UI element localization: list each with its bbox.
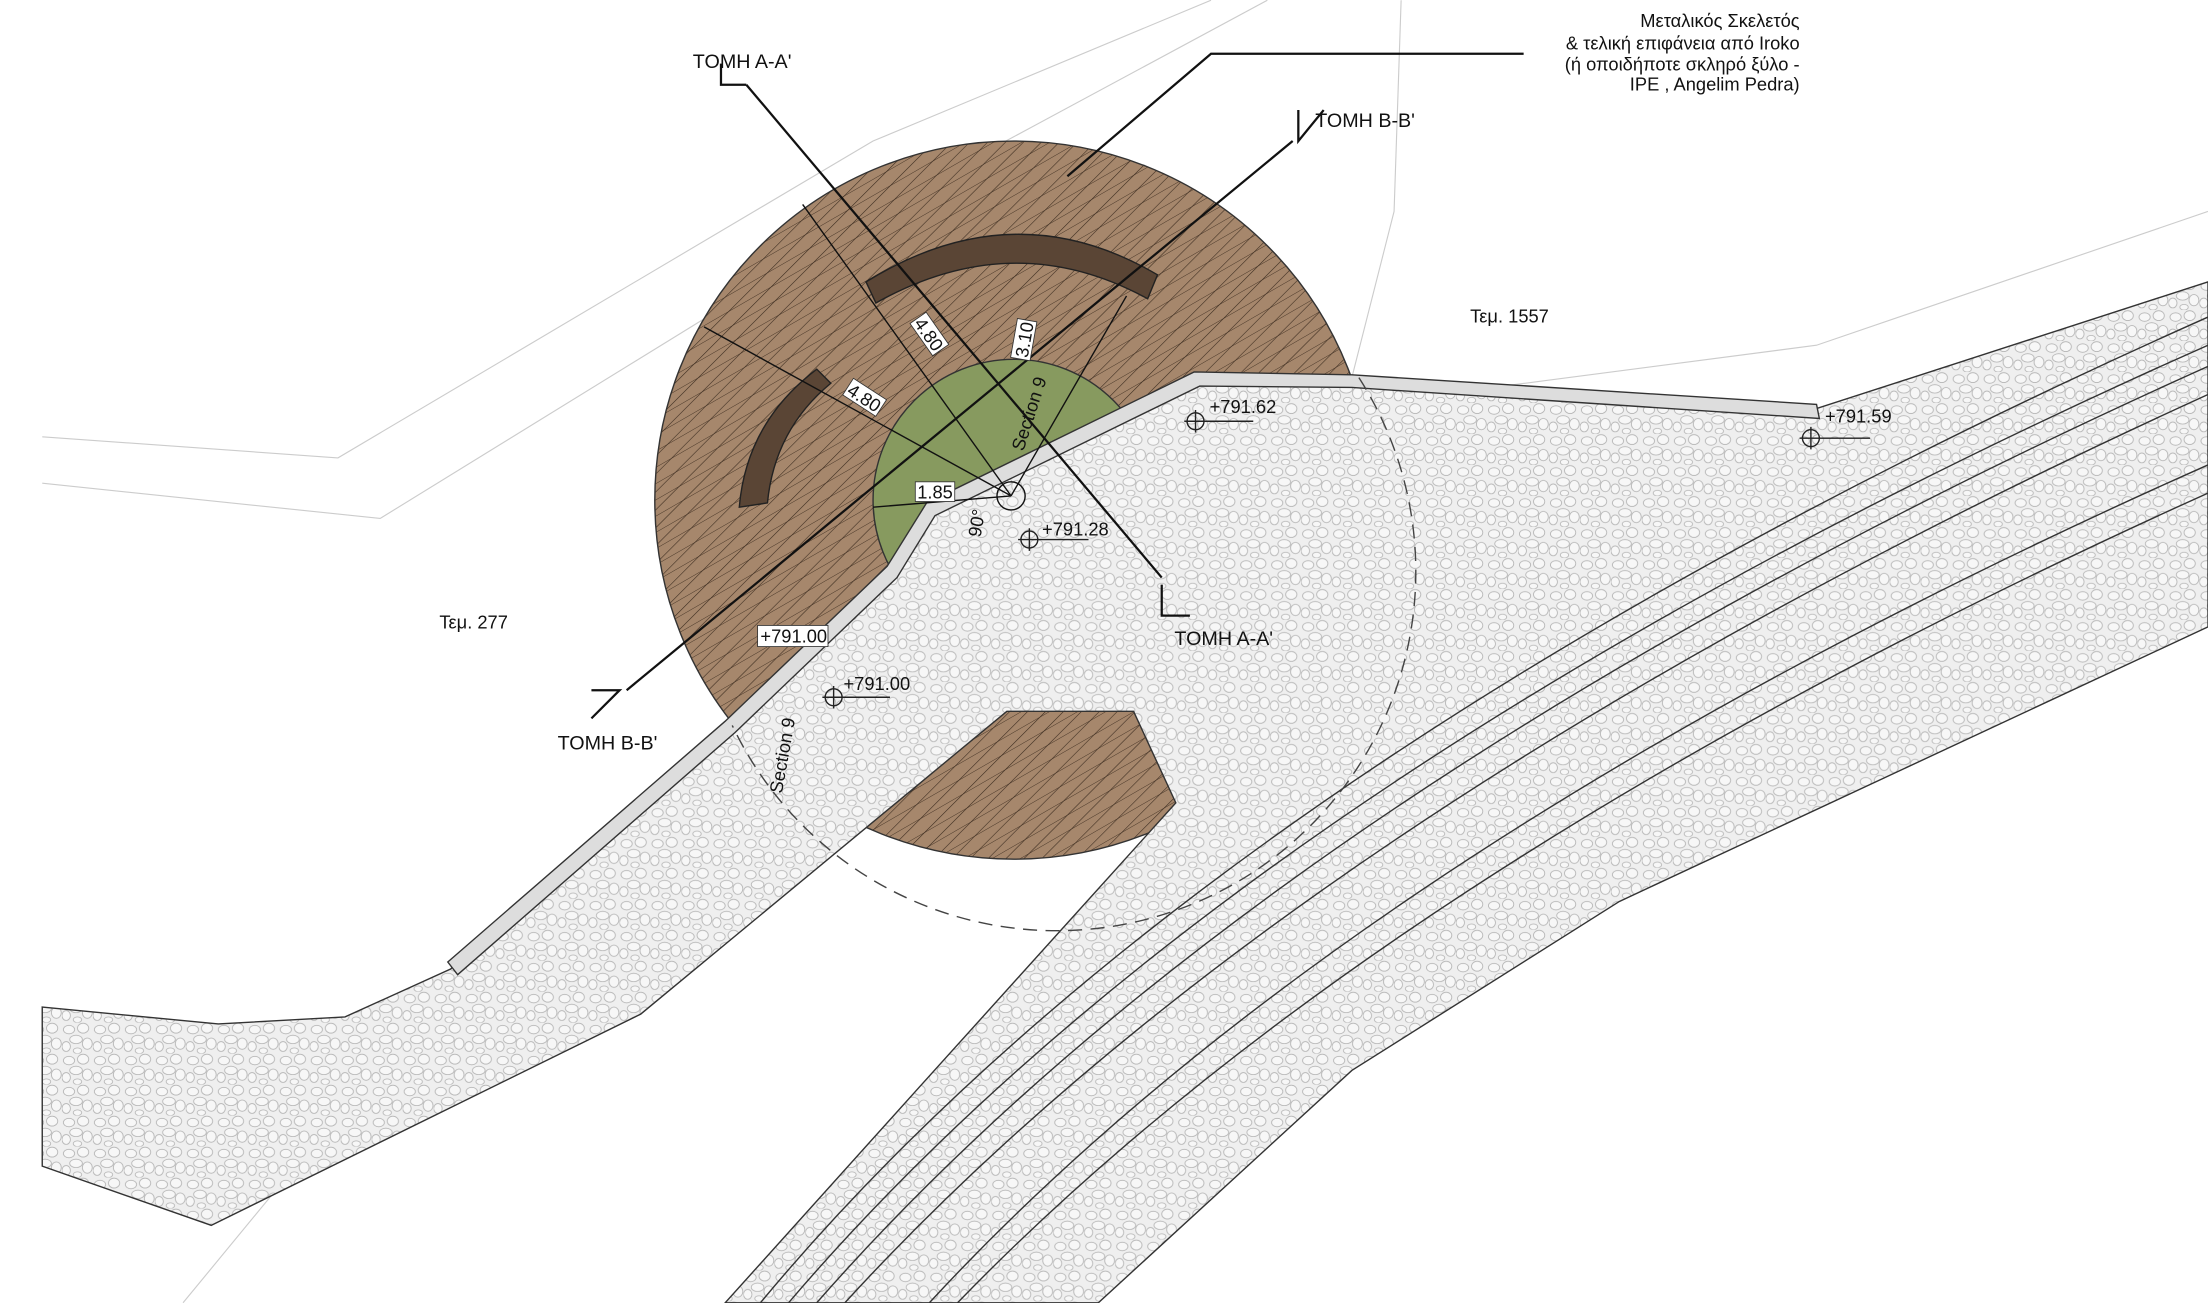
note-line: Μεταλικός Σκελετός <box>1640 10 1799 31</box>
elevation: +791.28 <box>1042 518 1109 539</box>
parcel-label: Τεμ. 1557 <box>1470 306 1549 327</box>
elevation: +791.62 <box>1210 396 1277 417</box>
elevation: +791.00 <box>760 625 827 646</box>
note: Μεταλικός Σκελετός & τελική επιφάνεια απ… <box>1565 10 1800 94</box>
section-label: ΤΟΜΗ Β-Β' <box>1315 110 1415 132</box>
note-line: & τελική επιφάνεια από Iroko <box>1566 33 1800 54</box>
elevation: +791.59 <box>1825 406 1892 427</box>
parcel-label: Τεμ. 277 <box>439 611 508 632</box>
note-line: (ή οποιδήποτε σκληρό ξύλο - <box>1565 54 1800 75</box>
note-line: IPE , Angelim Pedra) <box>1630 73 1800 94</box>
dimension: 1.85 <box>917 482 953 503</box>
section-label: ΤΟΜΗ Β-Β' <box>558 732 658 754</box>
section-label: ΤΟΜΗ Α-Α' <box>1174 628 1273 650</box>
site-plan: Μεταλικός Σκελετός & τελική επιφάνεια απ… <box>0 0 2208 1303</box>
elevation: +791.00 <box>843 673 910 694</box>
section-label: ΤΟΜΗ Α-Α' <box>693 51 792 73</box>
